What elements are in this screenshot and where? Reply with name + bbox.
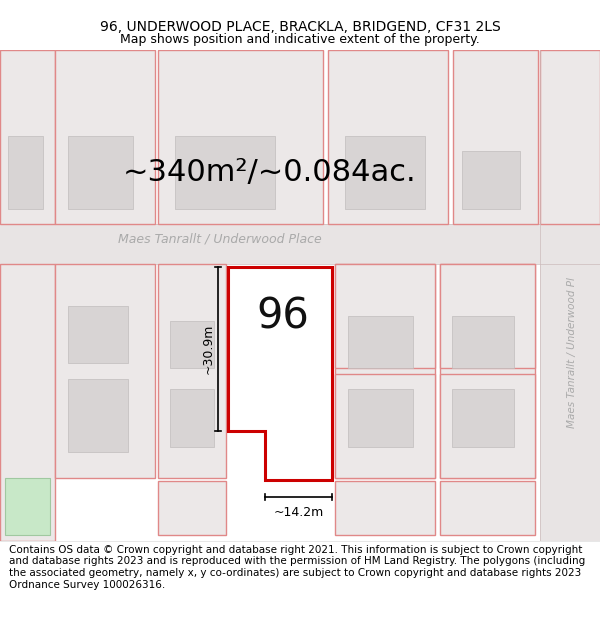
- Bar: [175, 136, 275, 209]
- Bar: [68, 306, 128, 363]
- Polygon shape: [228, 267, 332, 480]
- Bar: [540, 50, 600, 541]
- Text: ~30.9m: ~30.9m: [202, 324, 215, 374]
- Bar: [335, 264, 435, 368]
- Bar: [328, 50, 448, 224]
- Bar: [0, 264, 55, 541]
- Bar: [55, 264, 155, 478]
- Text: ~340m²/~0.084ac.: ~340m²/~0.084ac.: [123, 158, 417, 187]
- Text: 96, UNDERWOOD PLACE, BRACKLA, BRIDGEND, CF31 2LS: 96, UNDERWOOD PLACE, BRACKLA, BRIDGEND, …: [100, 20, 500, 34]
- Bar: [440, 264, 535, 368]
- Bar: [452, 389, 514, 447]
- Bar: [158, 264, 226, 478]
- Bar: [5, 478, 50, 536]
- Bar: [540, 50, 600, 224]
- Bar: [440, 481, 535, 536]
- Bar: [453, 50, 538, 224]
- Bar: [335, 374, 435, 478]
- Bar: [68, 136, 133, 209]
- Bar: [452, 316, 514, 368]
- Bar: [245, 308, 315, 365]
- Bar: [55, 50, 155, 224]
- Bar: [0, 224, 600, 264]
- Text: Maes Tanrallt / Underwood Place: Maes Tanrallt / Underwood Place: [118, 232, 322, 246]
- Bar: [335, 264, 435, 478]
- Bar: [440, 374, 535, 478]
- Text: Maes Tanrallt / Underwood Pl: Maes Tanrallt / Underwood Pl: [567, 278, 577, 428]
- Text: 96: 96: [257, 295, 310, 338]
- Bar: [0, 50, 55, 224]
- Bar: [170, 321, 214, 368]
- Bar: [462, 151, 520, 209]
- Bar: [8, 136, 43, 209]
- Bar: [348, 389, 413, 447]
- Text: Contains OS data © Crown copyright and database right 2021. This information is : Contains OS data © Crown copyright and d…: [9, 545, 585, 589]
- Bar: [68, 379, 128, 452]
- Bar: [335, 481, 435, 536]
- Text: ~14.2m: ~14.2m: [274, 506, 323, 519]
- Bar: [440, 264, 535, 478]
- Bar: [158, 481, 226, 536]
- Bar: [348, 316, 413, 368]
- Bar: [170, 389, 214, 447]
- Text: Map shows position and indicative extent of the property.: Map shows position and indicative extent…: [120, 33, 480, 46]
- Bar: [158, 50, 323, 224]
- Bar: [345, 136, 425, 209]
